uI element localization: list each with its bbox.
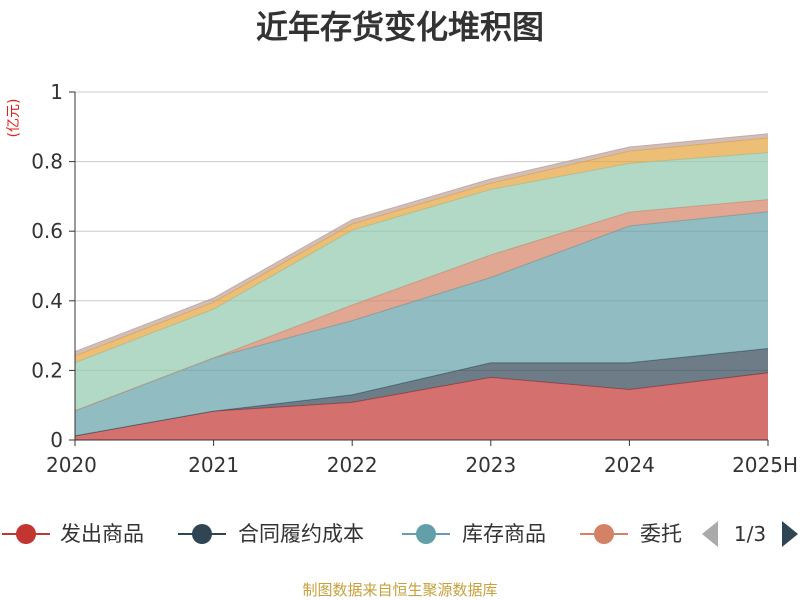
legend-next-page-icon[interactable]: [782, 521, 798, 547]
y-tick-label: 0.6: [31, 219, 63, 243]
area-line-1: [74, 347, 769, 437]
x-tick-label: 2024: [604, 453, 655, 477]
legend-label-1: 合同履约成本: [238, 522, 364, 546]
x-axis-ticks: 2020 2021 2022 2023 2024 2025H: [46, 440, 798, 477]
x-tick-label: 2021: [188, 453, 239, 477]
y-tick-label: 1: [50, 80, 63, 104]
y-axis-unit-label: (亿元): [6, 99, 22, 138]
data-source-note: 制图数据来自恒生聚源数据库: [302, 581, 497, 599]
legend: 发出商品 合同履约成本 库存商品 委托 1/3: [2, 521, 798, 547]
legend-page-indicator: 1/3: [734, 522, 766, 546]
area-series-0: [75, 372, 768, 440]
legend-item-3[interactable]: 委托: [580, 522, 682, 546]
legend-item-1[interactable]: 合同履约成本: [178, 522, 364, 546]
area-series-4: [75, 152, 768, 411]
x-tick-label: 2022: [327, 453, 378, 477]
y-tick-label: 0: [50, 428, 63, 452]
area-series-1: [75, 348, 768, 436]
axes: [74, 92, 768, 441]
chart-title: 近年存货变化堆积图: [256, 8, 544, 46]
legend-item-2[interactable]: 库存商品: [402, 522, 546, 546]
y-tick-label: 0.2: [31, 358, 63, 382]
area-series-2: [75, 211, 768, 436]
legend-prev-page-icon[interactable]: [702, 521, 718, 547]
legend-label-0: 发出商品: [60, 522, 144, 546]
y-tick-label: 0.8: [31, 150, 63, 174]
y-axis-ticks: 0 0.2 0.4 0.6 0.8 1: [31, 80, 75, 452]
legend-item-0[interactable]: 发出商品: [2, 522, 144, 546]
legend-label-2: 库存商品: [462, 522, 546, 546]
x-tick-label: 2020: [46, 453, 97, 477]
area-series: [74, 133, 769, 440]
x-tick-label: 2025H: [732, 453, 798, 477]
area-line-6: [74, 133, 769, 353]
y-tick-label: 0.4: [31, 289, 63, 313]
x-tick-label: 2023: [465, 453, 516, 477]
legend-label-3: 委托: [640, 522, 682, 546]
